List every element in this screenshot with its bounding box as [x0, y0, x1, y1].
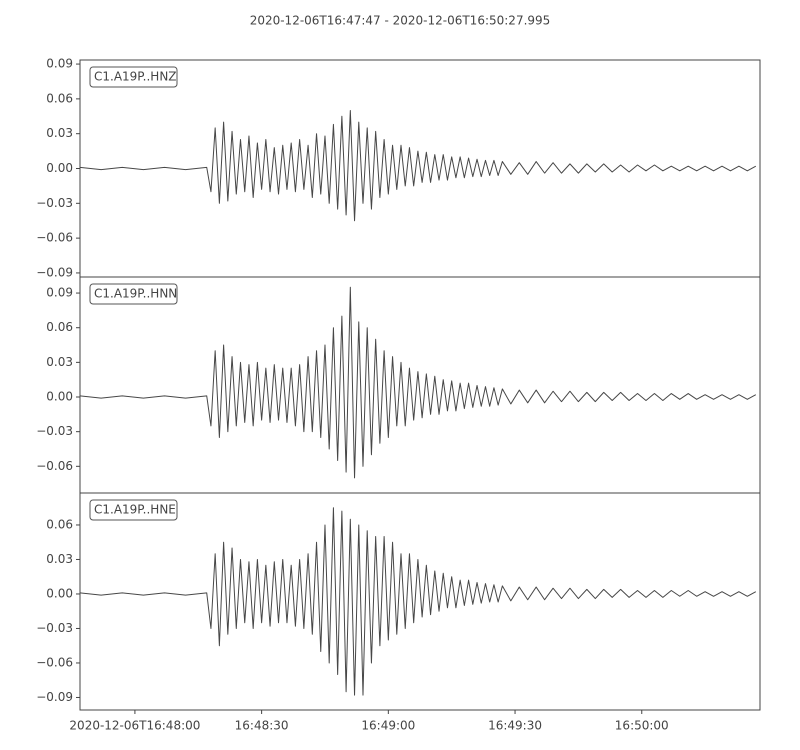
- waveform: [80, 507, 757, 696]
- y-tick-label: −0.09: [36, 265, 73, 279]
- figure-title: 2020-12-06T16:47:47 - 2020-12-06T16:50:2…: [250, 14, 551, 28]
- y-tick-label: 0.00: [46, 390, 73, 404]
- y-tick-label: 0.06: [46, 91, 73, 105]
- panel-frame: [79, 276, 761, 494]
- y-tick-label: 0.06: [46, 320, 73, 334]
- x-tick-label: 16:48:30: [235, 719, 289, 733]
- y-tick-label: −0.03: [36, 424, 73, 438]
- x-tick-label: 16:50:00: [615, 719, 669, 733]
- trace-label: C1.A19P..HNZ: [94, 70, 177, 84]
- y-tick-label: −0.06: [36, 459, 73, 473]
- y-tick-label: −0.03: [36, 196, 73, 210]
- y-tick-label: 0.09: [46, 57, 73, 71]
- x-tick-label: 16:49:30: [488, 719, 542, 733]
- waveform: [80, 109, 757, 222]
- y-tick-label: −0.06: [36, 231, 73, 245]
- trace-label: C1.A19P..HNE: [94, 503, 176, 517]
- plot-area: [80, 109, 757, 222]
- y-tick-label: −0.03: [36, 621, 73, 635]
- y-tick-label: 0.00: [46, 161, 73, 175]
- y-tick-label: 0.06: [46, 517, 73, 531]
- waveform: [80, 286, 757, 479]
- trace-label-box: [89, 283, 178, 305]
- x-tick-label: 16:49:00: [361, 719, 415, 733]
- y-tick-label: −0.06: [36, 655, 73, 669]
- plot-area: [80, 507, 757, 696]
- trace-label: C1.A19P..HNN: [94, 287, 177, 301]
- y-tick-label: 0.03: [46, 552, 73, 566]
- plot-area: [80, 286, 757, 479]
- trace-label-box: [89, 66, 178, 88]
- trace-label-box: [89, 499, 178, 521]
- y-tick-label: 0.03: [46, 355, 73, 369]
- panel-frame: [79, 492, 761, 711]
- x-tick-label: 2020-12-06T16:48:00: [69, 719, 200, 733]
- y-tick-label: 0.03: [46, 126, 73, 140]
- y-tick-label: −0.09: [36, 690, 73, 704]
- y-tick-label: 0.09: [46, 286, 73, 300]
- y-tick-label: 0.00: [46, 586, 73, 600]
